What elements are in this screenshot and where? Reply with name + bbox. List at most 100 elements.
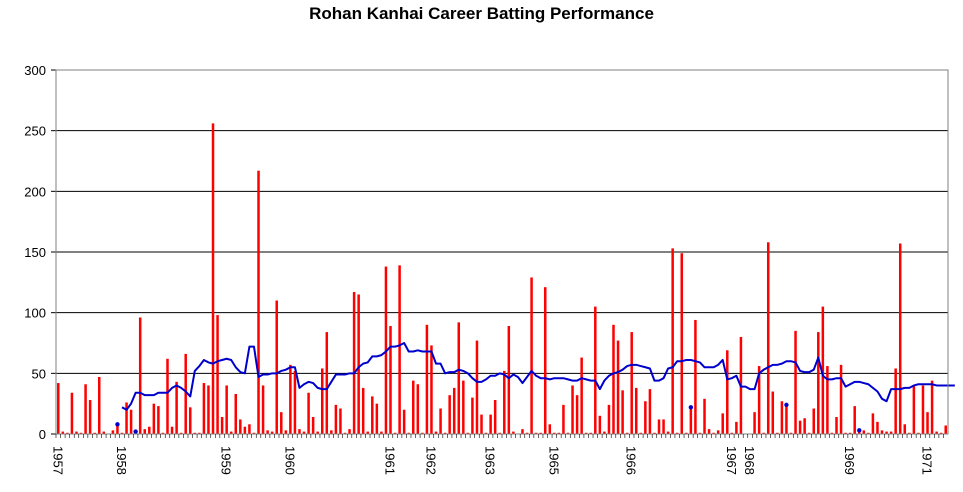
x-year-label: 1959 (219, 446, 234, 475)
innings-bar (867, 432, 870, 434)
innings-bar (125, 402, 128, 434)
innings-bar (525, 432, 529, 434)
x-year-label: 1960 (282, 446, 297, 475)
gridlines (56, 69, 948, 435)
career-average-line (121, 342, 955, 411)
innings-bar (248, 424, 251, 434)
innings-bar (380, 431, 383, 434)
innings-bar (102, 431, 106, 434)
innings-bar (393, 432, 397, 434)
innings-bar (93, 432, 96, 434)
innings-bar (462, 380, 465, 434)
innings-bar (66, 432, 69, 434)
innings-bar (853, 406, 856, 434)
innings-bar (762, 432, 765, 434)
innings-bar (198, 432, 201, 434)
innings-bar (116, 424, 119, 434)
innings-bar (480, 414, 483, 434)
innings-bar (885, 431, 888, 434)
innings-bar (685, 432, 688, 434)
innings-bar (398, 265, 401, 434)
innings-bar (926, 412, 929, 434)
y-tick-label: 150 (24, 245, 46, 260)
innings-bar (935, 431, 938, 434)
innings-bar (753, 412, 756, 434)
innings-bar (598, 415, 602, 434)
y-tick-label: 100 (24, 306, 46, 321)
innings-bar (425, 324, 429, 434)
innings-bar (434, 431, 438, 434)
innings-bar (707, 429, 711, 434)
innings-bar (917, 432, 920, 434)
innings-bar (352, 292, 356, 434)
innings-bar (789, 432, 793, 434)
innings-bar (912, 385, 916, 434)
innings-bar (553, 432, 556, 434)
innings-bar (639, 432, 643, 434)
innings-bar (871, 413, 875, 434)
innings-bar (111, 430, 115, 434)
innings-bar (807, 432, 811, 434)
y-tick-label: 200 (24, 184, 46, 199)
x-year-label: 1965 (546, 446, 561, 475)
y-tick-label: 0 (39, 427, 46, 442)
innings-bar (343, 432, 347, 434)
innings-bar (298, 429, 301, 434)
innings-bar (443, 432, 447, 434)
y-tick-label: 300 (24, 63, 46, 78)
x-year-label: 1957 (50, 446, 65, 475)
innings-bar (662, 419, 665, 434)
innings-bar (939, 432, 943, 434)
innings-bar (448, 395, 451, 434)
innings-bar (293, 370, 297, 434)
innings-bar (84, 384, 87, 434)
innings-bar (921, 385, 925, 434)
x-axis-year-labels: 1957 1958 1959 1960 1961 1962 1963 1965 1966 1967… (50, 434, 944, 475)
average-line-path (121, 342, 955, 411)
innings-bar (325, 332, 329, 434)
innings-bar (876, 421, 879, 434)
innings-bar (407, 432, 410, 434)
innings-bar (270, 431, 274, 434)
innings-bar (821, 306, 825, 434)
chart-title: Rohan Kanhai Career Batting Performance (309, 4, 654, 23)
innings-bar (252, 432, 256, 434)
innings-bar (894, 368, 897, 434)
x-year-label: 1962 (423, 446, 438, 475)
innings-bar (889, 431, 893, 434)
innings-bar (366, 431, 369, 434)
innings-bar (771, 391, 775, 434)
innings-bar (484, 432, 488, 434)
innings-bar (635, 387, 638, 434)
innings-bar (735, 421, 738, 434)
innings-bar (607, 404, 611, 434)
innings-bar (798, 420, 802, 434)
innings-bar (57, 383, 60, 434)
innings-bar (412, 380, 415, 434)
y-tick-label: 50 (32, 366, 46, 381)
innings-bar (152, 403, 156, 434)
innings-bar (439, 408, 442, 434)
y-axis-tick-labels: 0 50 100 150 200 250 300 (24, 63, 56, 442)
innings-bar (97, 376, 101, 434)
innings-bar (284, 430, 288, 434)
innings-bar (229, 431, 233, 434)
innings-bar (170, 426, 174, 434)
innings-bar (780, 401, 784, 434)
innings-bar (757, 366, 761, 434)
innings-bar (835, 417, 838, 434)
innings-bar (716, 430, 720, 434)
innings-bar (148, 426, 151, 434)
innings-bar (698, 432, 702, 434)
innings-bar (594, 306, 597, 434)
not-out-marker (857, 428, 862, 433)
innings-bar (79, 432, 83, 434)
innings-bar (320, 368, 324, 434)
innings-bar (908, 432, 911, 434)
innings-bar (648, 389, 652, 434)
innings-bar (239, 419, 242, 434)
y-tick-label: 250 (24, 124, 46, 139)
innings-bar (839, 364, 843, 434)
innings-bar (402, 409, 406, 434)
